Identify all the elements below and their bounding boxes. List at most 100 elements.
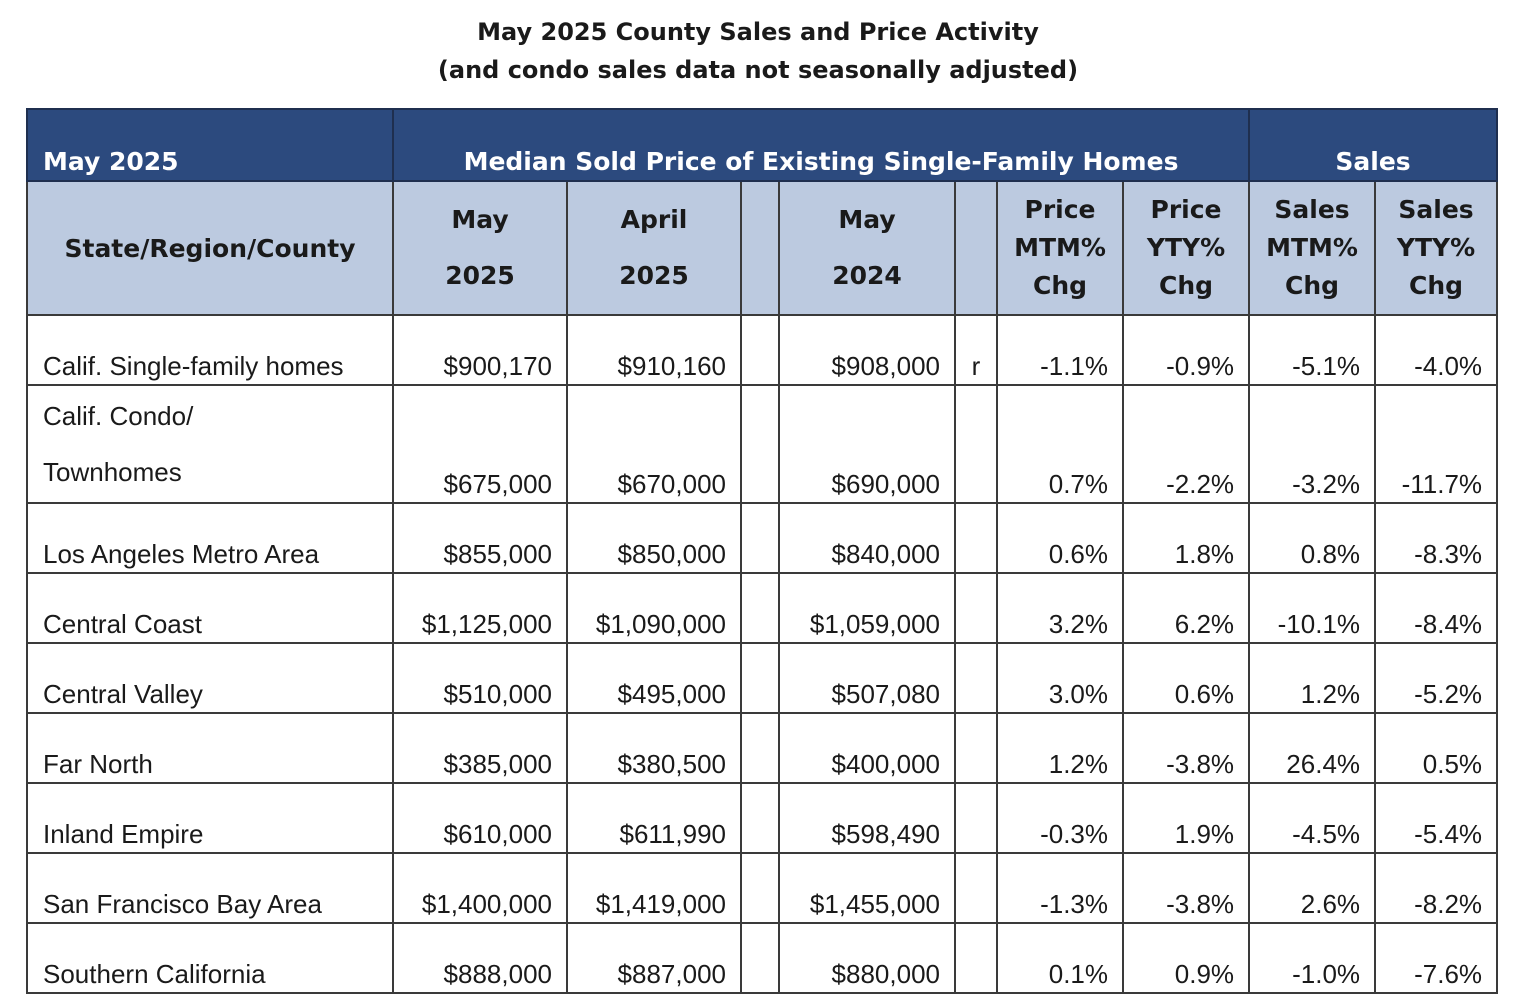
spacer-cell <box>740 502 780 574</box>
sales-mtm-chg: 26.4% <box>1248 712 1377 784</box>
price-yty-chg: 1.8% <box>1121 502 1251 574</box>
sales-yty-chg: 0.5% <box>1374 712 1499 784</box>
sales-group-header: Sales <box>1248 108 1499 182</box>
report-subtitle: (and condo sales data not seasonally adj… <box>437 56 1079 84</box>
spacer-column-header <box>740 180 780 316</box>
revised-flag <box>954 922 998 994</box>
price-yty-chg: 6.2% <box>1121 572 1251 644</box>
region-name: Inland Empire <box>26 782 394 854</box>
region-name: Calif. Single-family homes <box>26 314 394 386</box>
group-header-row: May 2025 Median Sold Price of Existing S… <box>26 108 1499 182</box>
price-mtm-chg: -1.1% <box>996 314 1124 386</box>
table-row: Central Coast $1,125,000 $1,090,000 $1,0… <box>26 572 1499 644</box>
apr2025-column-header: April 2025 <box>566 180 742 316</box>
may2025-price: $510,000 <box>392 642 568 714</box>
price-mtm-chg: -1.3% <box>996 852 1124 924</box>
revised-flag <box>954 852 998 924</box>
apr2025-price: $1,090,000 <box>566 572 742 644</box>
price-yty-chg: -2.2% <box>1121 384 1251 504</box>
sales-mtm-chg: 2.6% <box>1248 852 1377 924</box>
sales-mtm-chg: -1.0% <box>1248 922 1377 994</box>
table-row: San Francisco Bay Area $1,400,000 $1,419… <box>26 852 1499 924</box>
spacer-cell <box>740 712 780 784</box>
sales-yty-chg: -11.7% <box>1374 384 1499 504</box>
revised-flag <box>954 712 998 784</box>
table-row: Southern California $888,000 $887,000 $8… <box>26 922 1499 994</box>
apr2025-price: $495,000 <box>566 642 742 714</box>
may2024-price: $400,000 <box>778 712 956 784</box>
apr2025-price: $611,990 <box>566 782 742 854</box>
may2025-column-header: May 2025 <box>392 180 568 316</box>
sales-yty-chg: -4.0% <box>1374 314 1499 386</box>
table-row: Central Valley $510,000 $495,000 $507,08… <box>26 642 1499 714</box>
may2025-price: $900,170 <box>392 314 568 386</box>
price-mtm-column-header: Price MTM% Chg <box>996 180 1124 316</box>
county-sales-table: May 2025 Median Sold Price of Existing S… <box>26 108 1499 994</box>
apr2025-price: $1,419,000 <box>566 852 742 924</box>
sales-yty-chg: -5.4% <box>1374 782 1499 854</box>
region-column-header: State/Region/County <box>26 180 394 316</box>
may2025-price: $855,000 <box>392 502 568 574</box>
price-yty-chg: 0.9% <box>1121 922 1251 994</box>
sales-mtm-chg: -10.1% <box>1248 572 1377 644</box>
may2024-price: $908,000 <box>778 314 956 386</box>
sales-mtm-column-header: Sales MTM% Chg <box>1248 180 1377 316</box>
report-title: May 2025 County Sales and Price Activity <box>477 18 1039 46</box>
may2024-price: $1,059,000 <box>778 572 956 644</box>
revised-flag <box>954 572 998 644</box>
region-name: Calif. Condo/Townhomes <box>26 384 394 504</box>
apr2025-price: $887,000 <box>566 922 742 994</box>
region-name: Los Angeles Metro Area <box>26 502 394 574</box>
table-row: Calif. Single-family homes $900,170 $910… <box>26 314 1499 386</box>
spacer-cell <box>740 642 780 714</box>
may2024-price: $880,000 <box>778 922 956 994</box>
price-mtm-chg: -0.3% <box>996 782 1124 854</box>
price-mtm-chg: 0.6% <box>996 502 1124 574</box>
price-yty-column-header: Price YTY% Chg <box>1121 180 1251 316</box>
spacer-cell <box>740 572 780 644</box>
apr2025-price: $380,500 <box>566 712 742 784</box>
apr2025-price: $850,000 <box>566 502 742 574</box>
price-mtm-chg: 3.2% <box>996 572 1124 644</box>
may2025-price: $385,000 <box>392 712 568 784</box>
price-mtm-chg: 0.1% <box>996 922 1124 994</box>
may2025-price: $1,125,000 <box>392 572 568 644</box>
period-header: May 2025 <box>26 108 394 182</box>
region-name: Central Coast <box>26 572 394 644</box>
spacer-cell <box>740 852 780 924</box>
spacer-cell <box>740 922 780 994</box>
may2025-price: $610,000 <box>392 782 568 854</box>
sales-mtm-chg: -5.1% <box>1248 314 1377 386</box>
price-yty-chg: -3.8% <box>1121 852 1251 924</box>
revised-flag <box>954 502 998 574</box>
spacer-cell <box>740 384 780 504</box>
may2024-price: $840,000 <box>778 502 956 574</box>
table-row: Inland Empire $610,000 $611,990 $598,490… <box>26 782 1499 854</box>
sales-yty-chg: -8.2% <box>1374 852 1499 924</box>
region-name: Southern California <box>26 922 394 994</box>
price-mtm-chg: 1.2% <box>996 712 1124 784</box>
region-name: Central Valley <box>26 642 394 714</box>
price-yty-chg: 0.6% <box>1121 642 1251 714</box>
may2025-price: $888,000 <box>392 922 568 994</box>
spacer-cell <box>740 314 780 386</box>
spacer-cell <box>740 782 780 854</box>
price-yty-chg: 1.9% <box>1121 782 1251 854</box>
region-name: San Francisco Bay Area <box>26 852 394 924</box>
sales-yty-chg: -5.2% <box>1374 642 1499 714</box>
sales-yty-chg: -7.6% <box>1374 922 1499 994</box>
price-yty-chg: -3.8% <box>1121 712 1251 784</box>
sales-yty-column-header: Sales YTY% Chg <box>1374 180 1499 316</box>
sales-yty-chg: -8.3% <box>1374 502 1499 574</box>
median-price-group-header: Median Sold Price of Existing Single-Fam… <box>391 108 1251 182</box>
table-row: Calif. Condo/Townhomes $675,000 $670,000… <box>26 384 1499 504</box>
flag-column-header <box>954 180 998 316</box>
sales-yty-chg: -8.4% <box>1374 572 1499 644</box>
sales-mtm-chg: -4.5% <box>1248 782 1377 854</box>
may2024-price: $598,490 <box>778 782 956 854</box>
revised-flag: r <box>954 314 998 386</box>
column-header-row: State/Region/County May 2025 April 2025 Ma… <box>26 180 1499 316</box>
may2024-price: $507,080 <box>778 642 956 714</box>
table-row: Far North $385,000 $380,500 $400,000 1.2… <box>26 712 1499 784</box>
revised-flag <box>954 782 998 854</box>
